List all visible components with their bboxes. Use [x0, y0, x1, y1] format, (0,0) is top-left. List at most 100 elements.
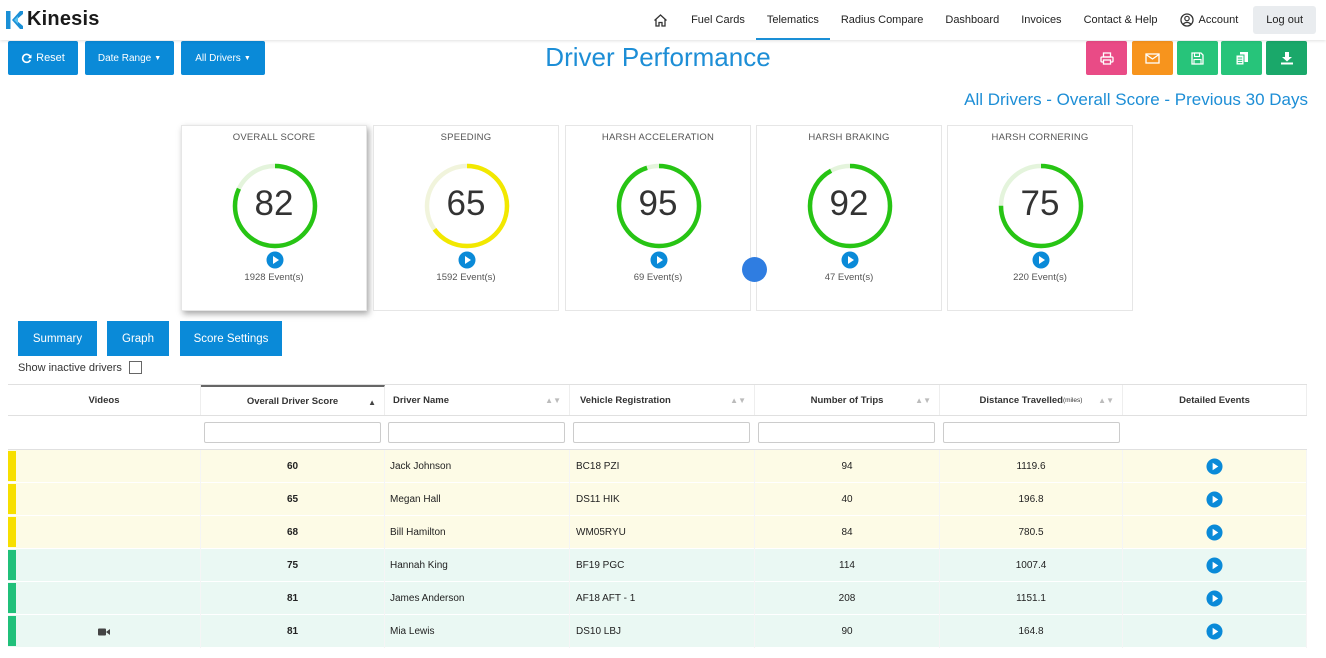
video-cell: [8, 615, 201, 648]
trips-filter-input[interactable]: [758, 422, 935, 443]
score-card-harsh-cornering[interactable]: HARSH CORNERING 75 220 Event(s): [947, 125, 1133, 311]
col-videos[interactable]: Videos: [8, 385, 201, 415]
print-button[interactable]: [1086, 41, 1127, 75]
all-drivers-dropdown[interactable]: All Drivers ▼: [181, 41, 265, 75]
score-card-harsh-braking[interactable]: HARSH BRAKING 92 47 Event(s): [756, 125, 942, 311]
refresh-icon: [22, 53, 32, 63]
col-driver-name[interactable]: Driver Name ▲▼: [385, 385, 570, 415]
page-title: Driver Performance: [545, 42, 771, 72]
date-range-dropdown[interactable]: Date Range ▼: [85, 41, 174, 75]
play-icon[interactable]: [1206, 524, 1223, 541]
sort-icon: ▲▼: [545, 396, 561, 405]
score-filter-input[interactable]: [204, 422, 381, 443]
nav-telematics[interactable]: Telematics: [755, 0, 830, 40]
score-gauge-arc: [998, 163, 1084, 249]
col-number-of-trips[interactable]: Number of Trips ▲▼: [755, 385, 940, 415]
play-icon[interactable]: [1206, 557, 1223, 574]
show-inactive-toggle[interactable]: Show inactive drivers: [18, 361, 142, 374]
score-card-harsh-acceleration[interactable]: HARSH ACCELERATION 95 69 Event(s): [565, 125, 751, 311]
email-button[interactable]: [1132, 41, 1173, 75]
vehicle-reg-cell: AF18 AFT - 1: [570, 582, 755, 615]
reg-filter-input[interactable]: [573, 422, 750, 443]
copy-icon: [1235, 51, 1248, 65]
trips-cell: 94: [755, 450, 940, 483]
nav-dashboard[interactable]: Dashboard: [945, 14, 1000, 26]
nav-account[interactable]: Account: [1169, 0, 1250, 40]
copy-button[interactable]: [1221, 41, 1262, 75]
card-title: HARSH BRAKING: [808, 132, 890, 143]
score-card-overall-score[interactable]: OVERALL SCORE 82 1928 Event(s): [181, 125, 367, 311]
play-icon[interactable]: [266, 251, 284, 269]
videos-filter-cell: [8, 416, 201, 450]
play-icon[interactable]: [1206, 491, 1223, 508]
play-icon[interactable]: [1032, 251, 1050, 269]
score-gauge: [424, 163, 510, 249]
caret-down-icon: ▼: [154, 54, 162, 62]
video-cell: [8, 516, 201, 549]
table-row[interactable]: 60 Jack Johnson BC18 PZI 94 1119.6: [8, 450, 1307, 483]
play-icon[interactable]: [841, 251, 859, 269]
score-card-speeding[interactable]: SPEEDING 65 1592 Event(s): [373, 125, 559, 311]
card-events: 69 Event(s): [633, 272, 683, 283]
home-icon: [654, 13, 668, 27]
detailed-events-cell: [1123, 549, 1307, 582]
table-row[interactable]: 81 Mia Lewis DS10 LBJ 90 164.8: [8, 615, 1307, 648]
trips-filter-cell: [755, 416, 940, 450]
col-name-label: Driver Name: [393, 394, 449, 406]
col-overall-score[interactable]: Overall Driver Score ▲: [201, 385, 385, 415]
nav-contact-help[interactable]: Contact & Help: [1083, 14, 1158, 26]
reset-button[interactable]: Reset: [8, 41, 78, 75]
table-row[interactable]: 81 James Anderson AF18 AFT - 1 208 1151.1: [8, 582, 1307, 615]
col-reg-label: Vehicle Registration: [580, 394, 671, 406]
save-button[interactable]: [1177, 41, 1218, 75]
col-distance-travelled[interactable]: Distance Travelled (miles) ▲▼: [940, 385, 1123, 415]
distance-filter-input[interactable]: [943, 422, 1120, 443]
distance-filter-cell: [940, 416, 1123, 450]
score-settings-button[interactable]: Score Settings: [180, 321, 282, 356]
table-row[interactable]: 68 Bill Hamilton WM05RYU 84 780.5: [8, 516, 1307, 549]
play-icon[interactable]: [650, 251, 668, 269]
video-camera-icon[interactable]: [98, 628, 110, 636]
distance-cell: 1007.4: [940, 549, 1123, 582]
table-row[interactable]: 65 Megan Hall DS11 HIK 40 196.8: [8, 483, 1307, 516]
play-icon[interactable]: [1206, 458, 1223, 475]
play-icon[interactable]: [458, 251, 476, 269]
video-cell: [8, 582, 201, 615]
detailed-events-cell: [1123, 615, 1307, 648]
play-icon[interactable]: [1206, 590, 1223, 607]
driver-name-cell: Mia Lewis: [385, 615, 570, 648]
score-gauge-arc: [616, 163, 702, 249]
score-gauge: [998, 163, 1084, 249]
score-cell: 65: [201, 483, 385, 516]
score-band-bar: [8, 583, 16, 613]
name-filter-input[interactable]: [388, 422, 565, 443]
nav-fuel-cards[interactable]: Fuel Cards: [691, 14, 745, 26]
card-score: 75: [1020, 184, 1060, 223]
nav-invoices[interactable]: Invoices: [1021, 14, 1062, 26]
download-button[interactable]: [1266, 41, 1307, 75]
show-inactive-checkbox[interactable]: [128, 361, 142, 374]
col-vehicle-registration[interactable]: Vehicle Registration ▲▼: [570, 385, 755, 415]
graph-button[interactable]: Graph: [107, 321, 169, 356]
logout-button[interactable]: Log out: [1253, 6, 1316, 34]
nav-radius-compare[interactable]: Radius Compare: [840, 14, 924, 26]
detailed-events-cell: [1123, 483, 1307, 516]
events-filter-cell: [1123, 416, 1307, 450]
table-body: 60 Jack Johnson BC18 PZI 94 1119.6 65 Megan Ha…: [8, 450, 1307, 648]
col-distance-label: Distance Travelled: [979, 394, 1063, 406]
distance-cell: 196.8: [940, 483, 1123, 516]
user-circle-icon: [1179, 13, 1194, 27]
table-row[interactable]: 75 Hannah King BF19 PGC 114 1007.4: [8, 549, 1307, 582]
score-cell: 75: [201, 549, 385, 582]
card-score: 82: [254, 184, 294, 223]
trips-cell: 208: [755, 582, 940, 615]
summary-button[interactable]: Summary: [18, 321, 97, 356]
driver-name-cell: Hannah King: [385, 549, 570, 582]
date-range-label: Date Range: [97, 52, 152, 64]
sort-icon: ▲▼: [1098, 396, 1114, 405]
top-navbar: Kinesis Fuel Cards Telematics Radius Com…: [0, 0, 1326, 40]
col-score-label: Overall Driver Score: [246, 395, 339, 407]
play-icon[interactable]: [1206, 623, 1223, 640]
kinesis-logo[interactable]: Kinesis: [6, 8, 100, 31]
home-nav-button[interactable]: [641, 0, 680, 40]
